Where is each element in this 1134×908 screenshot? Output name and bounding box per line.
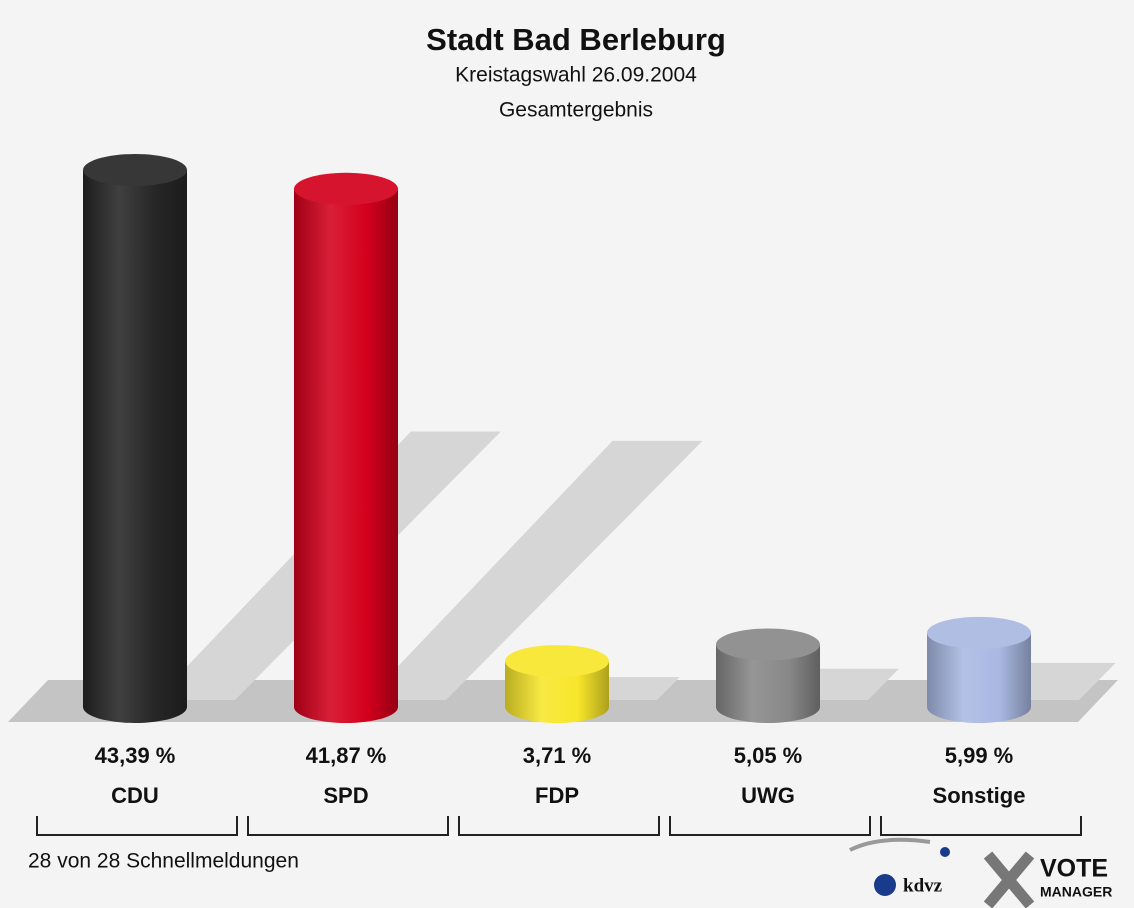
bar xyxy=(294,188,398,723)
bars xyxy=(83,154,1031,723)
bar-top xyxy=(294,172,398,205)
chart-subtitle-2: Gesamtergebnis xyxy=(499,99,653,122)
bar-top xyxy=(716,628,820,661)
category-label: Sonstige xyxy=(933,783,1026,808)
bar-top xyxy=(83,154,187,186)
bar-top xyxy=(927,616,1031,649)
category-label: UWG xyxy=(741,783,795,808)
logo: kdvz VOTE MANAGER xyxy=(849,837,1112,908)
bar-top xyxy=(505,645,609,678)
value-label: 3,71 % xyxy=(523,743,592,768)
logo-left: kdvz xyxy=(903,875,943,896)
logo-right-top: VOTE xyxy=(1040,855,1108,883)
logo-swoosh xyxy=(849,837,931,852)
value-label: 43,39 % xyxy=(95,743,176,768)
logo-dot xyxy=(940,847,950,857)
chart-subtitle: Kreistagswahl 26.09.2004 xyxy=(455,64,697,87)
bracket xyxy=(669,816,871,836)
value-label: 5,05 % xyxy=(734,743,803,768)
category-label: SPD xyxy=(323,783,368,808)
logo-x xyxy=(983,851,1035,908)
logo-ball xyxy=(874,874,896,896)
bar xyxy=(505,661,609,723)
bar xyxy=(927,632,1031,723)
bracket xyxy=(247,816,449,836)
value-label: 5,99 % xyxy=(945,743,1014,768)
bar xyxy=(716,644,820,723)
bar-shadow xyxy=(366,440,703,700)
bar xyxy=(83,170,187,723)
logo-right-bottom: MANAGER xyxy=(1040,884,1112,900)
footer: 28 von 28 Schnellmeldungen xyxy=(28,850,299,873)
bracket xyxy=(880,816,1082,836)
bracket xyxy=(36,816,238,836)
bracket xyxy=(458,816,660,836)
chart-title: Stadt Bad Berleburg xyxy=(426,22,726,57)
category-label: CDU xyxy=(111,783,159,808)
value-label: 41,87 % xyxy=(306,743,387,768)
category-label: FDP xyxy=(535,783,579,808)
